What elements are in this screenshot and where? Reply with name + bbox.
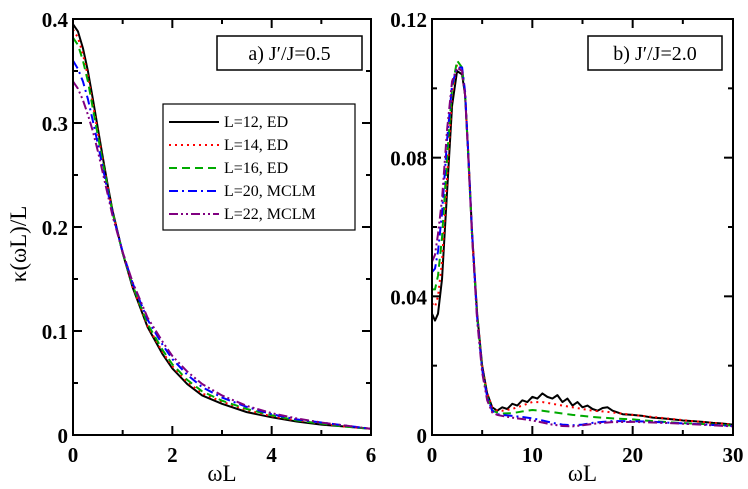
panel-a-legend-label-3: L=16, ED	[224, 160, 288, 177]
panel-b-y-tick-label: 0.04	[390, 285, 427, 309]
panel-a-y-tick-label: 0.3	[42, 112, 68, 136]
panel-b-x-tick-label: 30	[723, 443, 744, 467]
panel-a-title-box	[216, 35, 363, 71]
panel-b-series-line-3	[432, 59, 733, 427]
shared-y-axis-label: κ(ωL)/L	[6, 206, 31, 283]
panel-a-x-tick-label: 6	[366, 443, 377, 467]
panel-b: 0 10 20 30 0 0.04 0.08 0.12 ωL b) J′/J=2.0	[390, 8, 743, 486]
panel-a-y-tick-label: 0.4	[42, 8, 69, 32]
panel-a-legend-label-4: L=20, MCLM	[224, 183, 316, 200]
panel-a-y-tick-label: 0.2	[42, 216, 68, 240]
panel-b-x-tick-label: 20	[622, 443, 643, 467]
panel-a-series-line-4	[73, 60, 371, 430]
panel-b-y-tick-label: 0.12	[390, 8, 427, 32]
panel-a-title: a) J′/J=0.5	[248, 43, 330, 65]
panel-b-series-line-5	[432, 66, 733, 428]
panel-a-x-axis-label: ωL	[207, 461, 236, 486]
panel-b-x-axis-label: ωL	[568, 461, 597, 486]
panel-a-y-tick-label: 0.1	[42, 320, 68, 344]
panel-b-series-group	[432, 59, 733, 428]
panel-a-series-line-5	[73, 80, 371, 430]
panel-a-y-tick-label: 0	[58, 424, 69, 448]
panel-b-y-tick-label: 0	[417, 424, 428, 448]
panel-b-y-tick-label: 0.08	[390, 147, 427, 171]
panel-a-x-tick-label: 4	[266, 443, 277, 467]
panel-a-legend-label-2: L=14, ED	[224, 137, 288, 154]
panel-a-x-tick-label: 0	[68, 443, 79, 467]
panel-a-x-tick-label: 2	[167, 443, 178, 467]
panel-b-x-tick-label: 0	[427, 443, 438, 467]
panel-b-title-box	[587, 35, 723, 71]
panel-a-series-line-2	[73, 28, 371, 430]
panel-a-legend-label-1: L=12, ED	[224, 114, 288, 131]
panel-b-x-tick-label: 10	[522, 443, 543, 467]
panel-b-title: b) J′/J=2.0	[613, 43, 696, 65]
panel-a-series-group	[73, 23, 371, 430]
panel-a-legend-label-5: L=22, MCLM	[224, 206, 316, 223]
panel-a-legend: L=12, ED L=14, ED L=16, ED L=20, MCLM L=22, …	[162, 103, 356, 231]
